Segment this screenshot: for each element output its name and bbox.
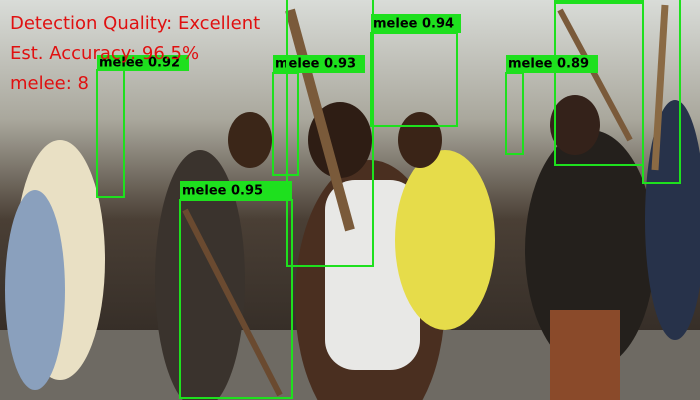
detection-label: melee 0.89 <box>508 57 589 72</box>
detection-label: melee 0.93 <box>275 57 356 72</box>
accuracy-text: Est. Accuracy: 96.5% <box>10 43 199 64</box>
label-background <box>180 181 292 200</box>
detection-boxes: melee 0.92 melee 0.93 melee 0.94 melee 0… <box>96 0 681 399</box>
label-background <box>273 55 365 73</box>
label-background <box>555 0 643 4</box>
label-background <box>506 55 598 73</box>
bounding-box <box>286 0 374 267</box>
detection-label: melee 0.92 <box>99 56 180 71</box>
overlay-text: Detection Quality: Excellent Est. Accura… <box>10 13 260 94</box>
label-background <box>371 14 461 33</box>
detection-label: melee 0.95 <box>182 184 263 199</box>
bounding-box <box>642 0 681 184</box>
detection-label: melee 0.94 <box>373 17 454 32</box>
quality-text: Detection Quality: Excellent <box>10 13 260 34</box>
count-text: melee: 8 <box>10 73 89 94</box>
label-background <box>97 55 189 71</box>
